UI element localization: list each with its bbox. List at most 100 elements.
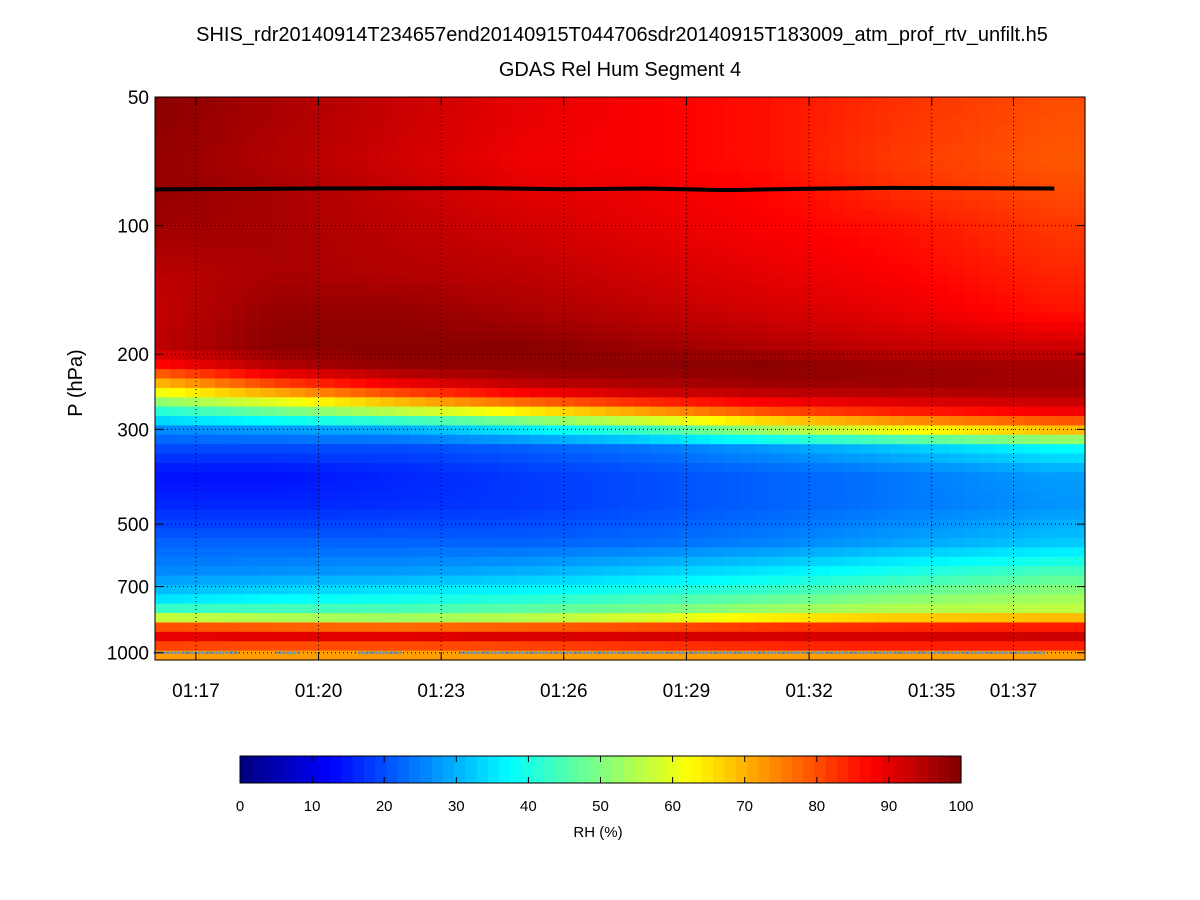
heatmap-cell bbox=[1040, 369, 1056, 380]
heatmap-cell bbox=[770, 481, 786, 492]
heatmap-cell bbox=[305, 172, 321, 183]
heatmap-cell bbox=[1070, 631, 1086, 642]
heatmap-cell bbox=[560, 434, 576, 445]
heatmap-cell bbox=[530, 162, 546, 173]
heatmap-cell bbox=[710, 397, 726, 408]
heatmap-cell bbox=[155, 125, 171, 136]
heatmap-cell bbox=[785, 556, 801, 567]
heatmap-cell bbox=[185, 153, 201, 164]
heatmap-cell bbox=[1070, 265, 1086, 276]
heatmap-cell bbox=[365, 265, 381, 276]
heatmap-cell bbox=[830, 425, 846, 436]
heatmap-cell bbox=[890, 312, 906, 323]
heatmap-cell bbox=[1040, 538, 1056, 548]
heatmap-cell bbox=[410, 500, 426, 511]
heatmap-cell bbox=[575, 265, 591, 276]
heatmap-cell bbox=[305, 613, 321, 624]
surface-point bbox=[593, 651, 596, 655]
heatmap-cell bbox=[635, 444, 651, 455]
heatmap-cell bbox=[590, 359, 606, 370]
heatmap-cell bbox=[515, 584, 531, 595]
heatmap-cell bbox=[500, 538, 516, 548]
heatmap-cell bbox=[215, 153, 231, 164]
heatmap-cell bbox=[995, 631, 1011, 642]
heatmap-cell bbox=[965, 106, 981, 117]
heatmap-cell bbox=[620, 369, 636, 380]
heatmap-cell bbox=[875, 350, 891, 361]
heatmap-cell bbox=[890, 641, 906, 652]
heatmap-cell bbox=[995, 425, 1011, 436]
heatmap-cell bbox=[665, 416, 681, 427]
heatmap-cell bbox=[515, 340, 531, 351]
heatmap-cell bbox=[740, 294, 756, 305]
heatmap-cell bbox=[260, 331, 276, 342]
heatmap-cell bbox=[1010, 481, 1026, 492]
heatmap-cell bbox=[530, 97, 546, 107]
surface-point bbox=[780, 651, 784, 655]
heatmap-cell bbox=[305, 106, 321, 117]
heatmap-cell bbox=[335, 143, 351, 154]
heatmap-cell bbox=[590, 425, 606, 436]
surface-point bbox=[211, 651, 215, 655]
heatmap-cell bbox=[875, 631, 891, 642]
heatmap-cell bbox=[905, 115, 921, 126]
heatmap-cell bbox=[365, 631, 381, 642]
heatmap-cell bbox=[395, 256, 411, 267]
surface-point bbox=[170, 651, 174, 655]
heatmap-cell bbox=[1010, 312, 1026, 323]
heatmap-cell bbox=[980, 369, 996, 380]
heatmap-cell bbox=[635, 172, 651, 183]
heatmap-cell bbox=[215, 538, 231, 548]
heatmap-cell bbox=[530, 631, 546, 642]
heatmap-cell bbox=[785, 378, 801, 389]
x-tick-label: 01:23 bbox=[417, 681, 465, 702]
heatmap-cell bbox=[365, 416, 381, 427]
heatmap-cell bbox=[335, 228, 351, 239]
heatmap-cell bbox=[965, 528, 981, 539]
heatmap-cell bbox=[1040, 406, 1056, 417]
heatmap-cell bbox=[155, 538, 171, 548]
heatmap-cell bbox=[200, 575, 216, 586]
heatmap-cell bbox=[785, 584, 801, 595]
heatmap-cell bbox=[260, 594, 276, 605]
heatmap-cell bbox=[710, 284, 726, 295]
heatmap-cell bbox=[575, 172, 591, 183]
heatmap-cell bbox=[530, 575, 546, 586]
heatmap-cell bbox=[245, 566, 261, 577]
heatmap-cell bbox=[320, 256, 336, 267]
heatmap-cell bbox=[365, 603, 381, 614]
heatmap-cell bbox=[170, 303, 186, 314]
heatmap-cell bbox=[830, 538, 846, 548]
heatmap-cell bbox=[785, 416, 801, 427]
heatmap-cell bbox=[560, 556, 576, 567]
heatmap-cell bbox=[980, 172, 996, 183]
heatmap-cell bbox=[200, 143, 216, 154]
heatmap-cell bbox=[1025, 472, 1041, 483]
heatmap-cell bbox=[935, 509, 951, 520]
heatmap-cell bbox=[995, 641, 1011, 652]
heatmap-cell bbox=[1070, 350, 1086, 361]
heatmap-cell bbox=[710, 312, 726, 323]
heatmap-cell bbox=[755, 641, 771, 652]
heatmap-cell bbox=[635, 190, 651, 201]
colorbar-label: RH (%) bbox=[573, 824, 622, 841]
heatmap-cell bbox=[455, 613, 471, 624]
heatmap-cell bbox=[800, 331, 816, 342]
heatmap-cell bbox=[605, 181, 621, 192]
heatmap-cell bbox=[485, 275, 501, 286]
heatmap-cell bbox=[965, 303, 981, 314]
heatmap-cell bbox=[560, 284, 576, 295]
heatmap-cell bbox=[605, 125, 621, 136]
heatmap-cell bbox=[845, 125, 861, 136]
heatmap-cell bbox=[485, 115, 501, 126]
heatmap-cell bbox=[380, 472, 396, 483]
heatmap-cell bbox=[305, 575, 321, 586]
heatmap-cell bbox=[155, 97, 171, 107]
heatmap-cell bbox=[650, 472, 666, 483]
heatmap-cell bbox=[905, 462, 921, 473]
heatmap-cell bbox=[710, 453, 726, 464]
heatmap-cell bbox=[155, 350, 171, 361]
heatmap-cell bbox=[920, 237, 936, 248]
heatmap-cell bbox=[365, 143, 381, 154]
heatmap-cell bbox=[845, 312, 861, 323]
